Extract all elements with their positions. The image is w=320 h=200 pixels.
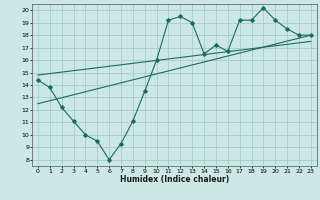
X-axis label: Humidex (Indice chaleur): Humidex (Indice chaleur): [120, 175, 229, 184]
